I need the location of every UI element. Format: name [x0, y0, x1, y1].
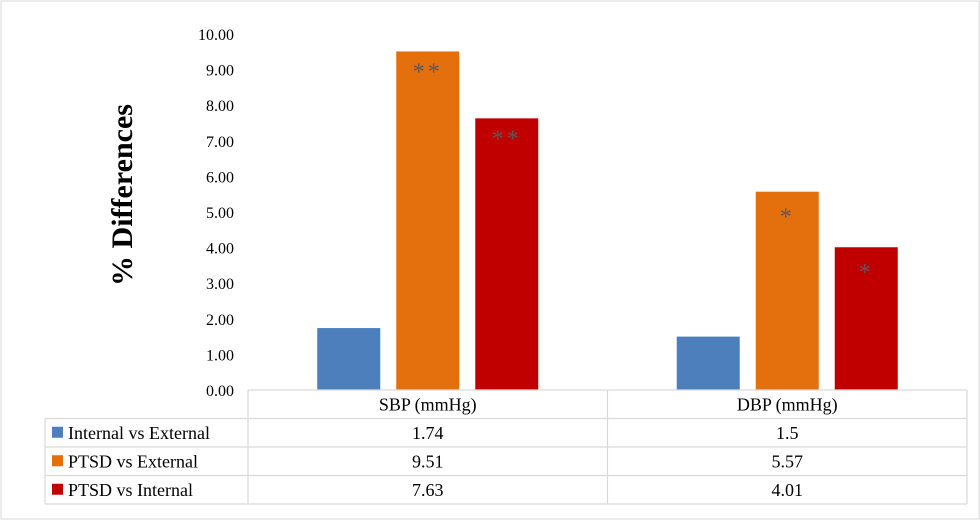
legend-series-name: PTSD vs Internal — [68, 480, 193, 500]
y-tick-label: 1.00 — [206, 347, 234, 364]
y-tick-label: 9.00 — [206, 63, 234, 80]
significance-label: ** — [492, 126, 522, 152]
bar — [317, 328, 381, 390]
y-tick-label: 7.00 — [206, 134, 234, 151]
y-tick-label: 3.00 — [206, 276, 234, 293]
table-category-header: DBP (mmHg) — [737, 394, 838, 415]
y-axis-label: % Differences — [106, 104, 139, 286]
bar — [834, 247, 898, 390]
y-axis-ticks: 0.00 1.00 2.00 3.00 4.00 5.00 6.00 7.00 8.00 9.00… — [198, 27, 234, 400]
legend-series-name: Internal vs External — [68, 423, 210, 443]
table-value: 1.74 — [412, 423, 444, 443]
legend-swatch — [52, 455, 63, 467]
bar — [475, 118, 539, 390]
significance-label: ** — [413, 59, 443, 85]
bar — [755, 191, 819, 390]
significance-label: * — [859, 260, 874, 286]
table-value: 7.63 — [412, 480, 444, 500]
table-category-header: SBP (mmHg) — [379, 394, 477, 415]
table-value: 1.5 — [776, 423, 799, 443]
y-tick-label: 6.00 — [206, 169, 234, 186]
table-value: 9.51 — [412, 451, 444, 471]
y-tick-label: 8.00 — [206, 98, 234, 115]
legend-series-name: PTSD vs External — [68, 451, 198, 471]
table-value: 4.01 — [772, 480, 804, 500]
significance-label: * — [780, 205, 795, 231]
table-value: 5.57 — [772, 451, 804, 471]
legend-swatch — [52, 426, 63, 438]
y-tick-label: 10.00 — [198, 27, 234, 44]
bar — [676, 336, 740, 390]
y-tick-label: 0.00 — [206, 383, 234, 400]
bars: ****** — [317, 51, 898, 390]
legend-swatch — [52, 483, 63, 495]
y-tick-label: 4.00 — [206, 241, 234, 258]
data-table: SBP (mmHg) DBP (mmHg) Internal vs External… — [44, 389, 968, 505]
y-tick-label: 2.00 — [206, 312, 234, 329]
y-tick-label: 5.00 — [206, 205, 234, 222]
bar — [396, 51, 460, 390]
